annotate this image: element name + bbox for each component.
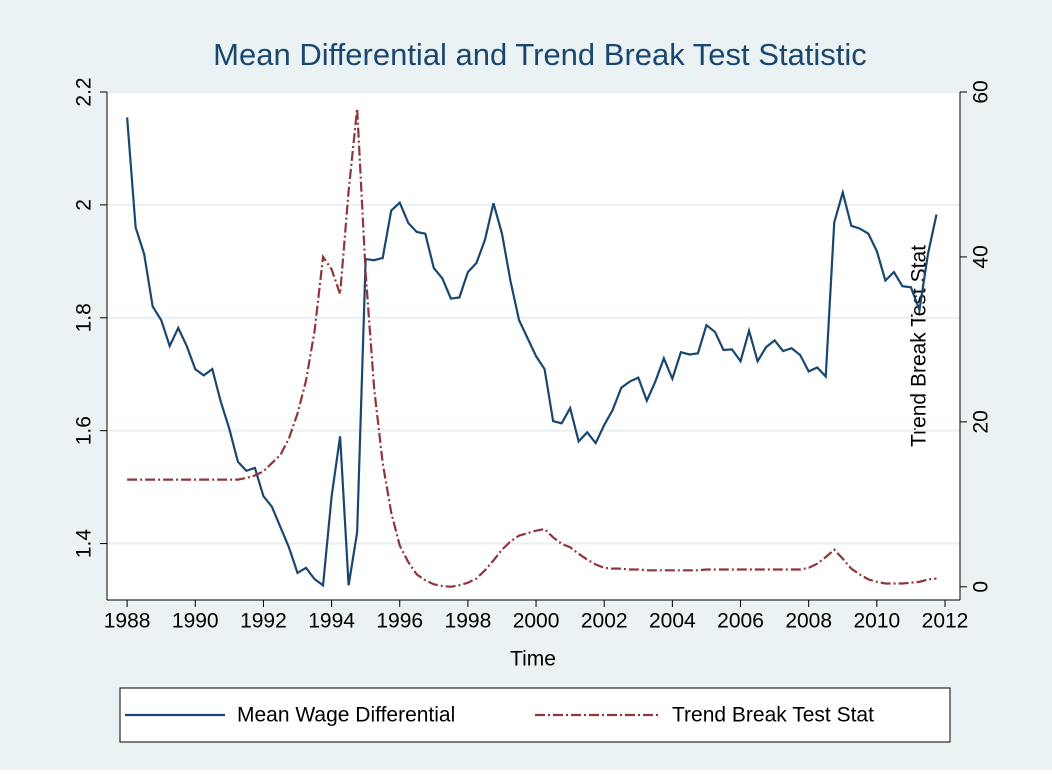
chart-title: Mean Differential and Trend Break Test S… — [213, 37, 867, 72]
x-tick-label: 2006 — [717, 610, 764, 633]
x-tick-label: 2010 — [853, 610, 900, 633]
y2-tick-label: 20 — [970, 410, 993, 433]
x-tick-label: 1998 — [445, 610, 492, 633]
y-tick-label: 2.2 — [73, 77, 96, 106]
x-axis-title: Time — [510, 648, 556, 671]
x-tick-label: 2002 — [581, 610, 628, 633]
y2-axis-title: Trend Break Test Stat — [908, 245, 931, 447]
y-tick-label: 1.8 — [73, 303, 96, 332]
series-line — [126, 117, 938, 588]
x-tick-label: 2008 — [785, 610, 832, 633]
y-tick-label: 1.4 — [73, 529, 96, 559]
legend-label: Mean Wage Differential — [237, 704, 455, 727]
x-tick-label: 1988 — [104, 610, 151, 633]
y2-tick-label: 40 — [970, 245, 993, 268]
x-tick-label: 1996 — [376, 610, 423, 633]
x-tick-label: 2012 — [922, 610, 969, 633]
x-tick-label: 1994 — [308, 610, 355, 633]
x-tick-label: 2000 — [513, 610, 560, 633]
legend-label: Trend Break Test Stat — [672, 704, 874, 727]
y-tick-label: 2 — [73, 199, 96, 211]
y-tick-label: 1.6 — [73, 416, 96, 445]
plot-area — [107, 92, 960, 600]
x-tick-label: 1992 — [240, 610, 287, 633]
x-tick-label: 1990 — [172, 610, 219, 633]
y2-tick-label: 0 — [970, 581, 993, 593]
x-tick-label: 2004 — [649, 610, 696, 633]
y2-tick-label: 60 — [970, 80, 993, 103]
